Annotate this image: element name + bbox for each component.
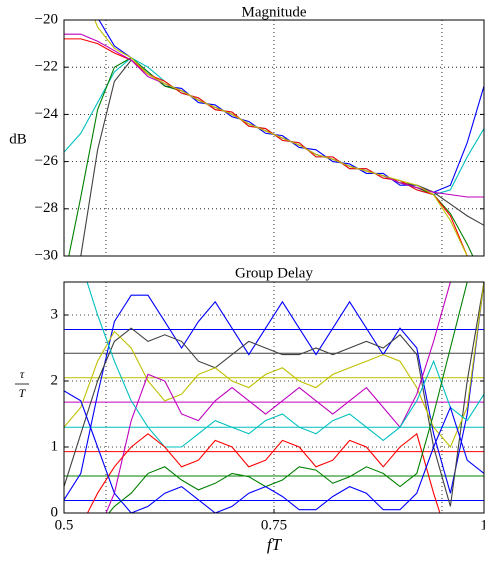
chart-title: Magnitude [242, 4, 307, 20]
plot-area [64, 20, 484, 256]
series-line [108, 282, 468, 513]
y-tick-label: −28 [35, 200, 58, 216]
y-axis-label-denominator: T [19, 386, 27, 400]
y-tick-label: 0 [51, 504, 59, 520]
x-tick-label: 1 [480, 517, 485, 533]
series-line [64, 282, 484, 507]
plot-area [64, 282, 484, 513]
y-tick-label: −30 [35, 247, 58, 263]
y-tick-label: −26 [35, 153, 59, 169]
series-line [64, 38, 468, 256]
x-tick-label: 0.5 [55, 517, 74, 533]
y-tick-label: −24 [35, 106, 59, 122]
series-line [86, 432, 441, 513]
chart-title: Group Delay [235, 265, 313, 281]
series-line [94, 20, 468, 256]
y-axis-label-numerator: τ [20, 367, 25, 381]
x-tick-label: 0.75 [261, 517, 287, 533]
y-tick-label: 1 [51, 438, 59, 454]
y-tick-label: −22 [35, 59, 58, 75]
series-line [64, 282, 484, 449]
y-tick-label: 2 [51, 372, 59, 388]
y-tick-label: −20 [35, 11, 58, 27]
series-line [105, 282, 452, 513]
series-line [64, 282, 484, 501]
series-line [86, 282, 484, 448]
y-axis-label: dB [9, 131, 27, 147]
series-line [64, 390, 484, 513]
x-axis-label: fT [267, 535, 283, 554]
series-line [64, 57, 484, 196]
y-tick-label: 3 [51, 306, 59, 322]
plot-frame [63, 19, 485, 257]
plot-frame [63, 281, 485, 514]
